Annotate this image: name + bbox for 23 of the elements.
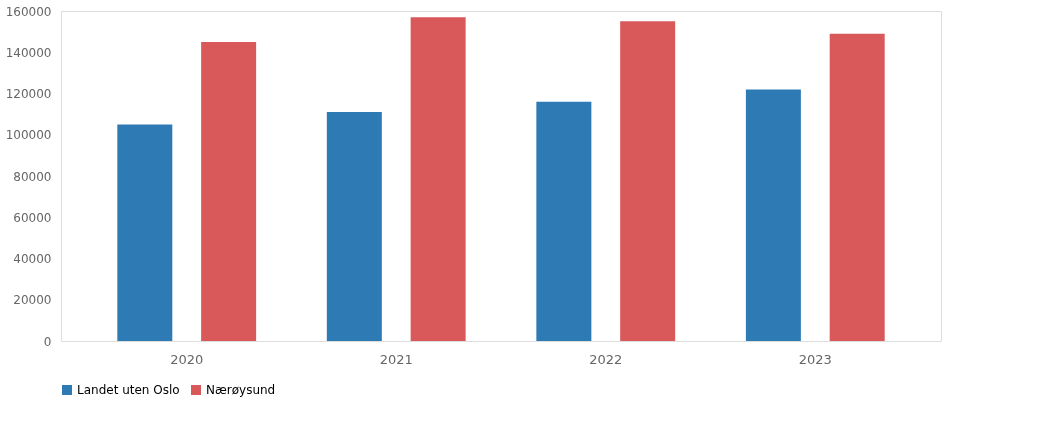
x-tick-label: 2023	[798, 351, 832, 367]
y-tick-label: 100000	[5, 128, 52, 143]
bar	[620, 21, 676, 341]
y-tick-label: 60000	[13, 210, 52, 225]
y-tick-label: 140000	[5, 45, 52, 60]
y-tick-label: 20000	[13, 293, 52, 308]
y-tick-label: 120000	[5, 87, 52, 101]
bar	[829, 33, 885, 341]
x-tick-label: 2021	[379, 351, 413, 367]
legend-label: Nærøysund	[206, 383, 276, 397]
y-tick-label: 160000	[5, 4, 52, 19]
legend-label: Landet uten Oslo	[77, 383, 180, 397]
y-tick-label: 0	[43, 334, 52, 349]
bar	[201, 41, 257, 341]
bar	[117, 124, 173, 341]
bar	[410, 17, 466, 341]
x-tick-label: 2022	[589, 351, 623, 367]
y-tick-label: 80000	[13, 169, 52, 184]
y-tick-label: 40000	[13, 252, 52, 266]
bar	[745, 89, 801, 341]
bar	[536, 101, 592, 341]
x-tick-label: 2020	[170, 351, 204, 367]
bar	[326, 112, 382, 341]
